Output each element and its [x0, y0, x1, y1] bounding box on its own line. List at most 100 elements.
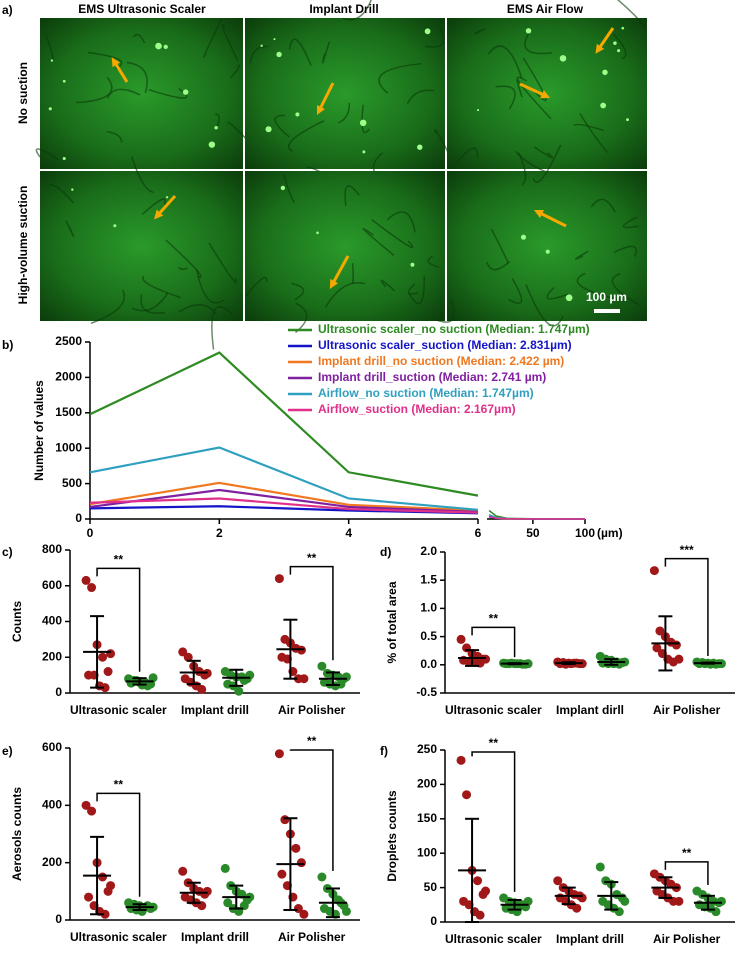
- data-point: [100, 683, 110, 693]
- particle: [600, 102, 607, 109]
- x-tick-label: 50: [526, 526, 540, 540]
- data-point: [296, 858, 306, 868]
- data-point: [572, 903, 582, 913]
- particle: [280, 185, 286, 191]
- data-point: [274, 574, 284, 584]
- x-axis-unit: (µm): [597, 526, 623, 540]
- x-tick-label: 2: [216, 526, 223, 540]
- y-tick-label: 600: [42, 578, 62, 592]
- arrow: [316, 82, 335, 116]
- y-tick-label: 800: [42, 542, 62, 556]
- data-point: [98, 652, 108, 662]
- data-point: [674, 896, 684, 906]
- particle: [208, 141, 216, 148]
- texture: [487, 45, 523, 79]
- texture: [490, 228, 509, 264]
- data-point: [291, 843, 301, 853]
- texture: [35, 148, 59, 161]
- particle: [520, 234, 527, 240]
- line-tail: [488, 516, 586, 520]
- texture: [386, 211, 416, 233]
- particle: [565, 294, 573, 302]
- texture: [288, 38, 312, 66]
- particle: [62, 79, 66, 83]
- data-point: [655, 626, 665, 636]
- significance-label: **: [114, 778, 124, 792]
- micrographs: [35, 0, 647, 350]
- particle: [525, 28, 532, 34]
- particle: [62, 156, 66, 161]
- y-tick-label: 2.0: [420, 544, 437, 558]
- legend-label: Ultrasonic scaler_no suction (Median: 1.…: [318, 322, 590, 336]
- texture: [142, 275, 182, 299]
- particle: [265, 126, 272, 133]
- data-point: [553, 876, 563, 886]
- y-tick-label: 0: [55, 912, 62, 926]
- data-point: [202, 886, 212, 896]
- texture: [575, 250, 589, 260]
- texture: [195, 269, 225, 304]
- panel-label: a): [2, 3, 13, 17]
- particle: [316, 231, 319, 235]
- x-tick-label: Air Polisher: [278, 703, 346, 717]
- significance-label: **: [682, 846, 692, 860]
- texture: [546, 286, 569, 300]
- data-point: [481, 886, 491, 896]
- texture: [244, 277, 268, 297]
- particle: [276, 51, 282, 58]
- texture: [371, 218, 414, 249]
- texture: [131, 292, 169, 312]
- y-axis-title: % of total area: [385, 581, 399, 663]
- legend-label: Implant drill_suction (Median: 2.741 µm): [318, 370, 546, 384]
- particle: [559, 55, 567, 62]
- particle: [602, 69, 608, 75]
- particle: [476, 109, 480, 112]
- texture: [611, 272, 640, 306]
- particle: [260, 44, 263, 48]
- texture: [424, 27, 445, 48]
- x-tick-label: 100: [575, 526, 595, 540]
- texture: [65, 220, 75, 237]
- row-title: High-volume suction: [16, 186, 30, 305]
- particle: [621, 26, 625, 30]
- x-tick-label: Air Polisher: [653, 932, 721, 946]
- data-point: [299, 909, 309, 919]
- texture: [532, 144, 562, 184]
- texture: [361, 104, 370, 134]
- line: [89, 481, 479, 512]
- significance-label: **: [307, 734, 317, 748]
- texture: [573, 123, 605, 132]
- arrow: [595, 27, 615, 54]
- significance-label: ***: [680, 543, 694, 557]
- data-point: [595, 862, 605, 872]
- column-title: EMS Ultrasonic Scaler: [78, 2, 206, 16]
- data-point: [106, 881, 116, 891]
- texture: [106, 130, 123, 143]
- particle: [362, 150, 366, 154]
- panel-label: c): [2, 545, 13, 559]
- texture: [208, 242, 237, 284]
- x-tick-label: Ultrasonic scaler: [445, 703, 542, 717]
- y-tick-label: 400: [42, 614, 62, 628]
- panel-label: d): [380, 545, 391, 559]
- texture: [362, 227, 395, 257]
- data-point: [299, 674, 309, 684]
- x-tick-label: Implant drill: [556, 932, 624, 946]
- data-point: [620, 896, 630, 906]
- particle: [410, 262, 415, 267]
- arrow: [329, 255, 350, 289]
- x-tick-label: Ultrasonic scaler: [445, 932, 542, 946]
- data-point: [473, 876, 483, 886]
- micrograph: [447, 18, 647, 169]
- texture: [453, 147, 479, 167]
- y-tick-label: 0: [75, 511, 82, 525]
- data-point: [234, 686, 244, 696]
- texture: [344, 185, 360, 207]
- x-tick-label: Implant drill: [181, 703, 249, 717]
- texture: [130, 156, 154, 193]
- data-point: [87, 806, 97, 816]
- data-point: [277, 869, 287, 879]
- data-point: [280, 815, 290, 825]
- line: [89, 488, 479, 514]
